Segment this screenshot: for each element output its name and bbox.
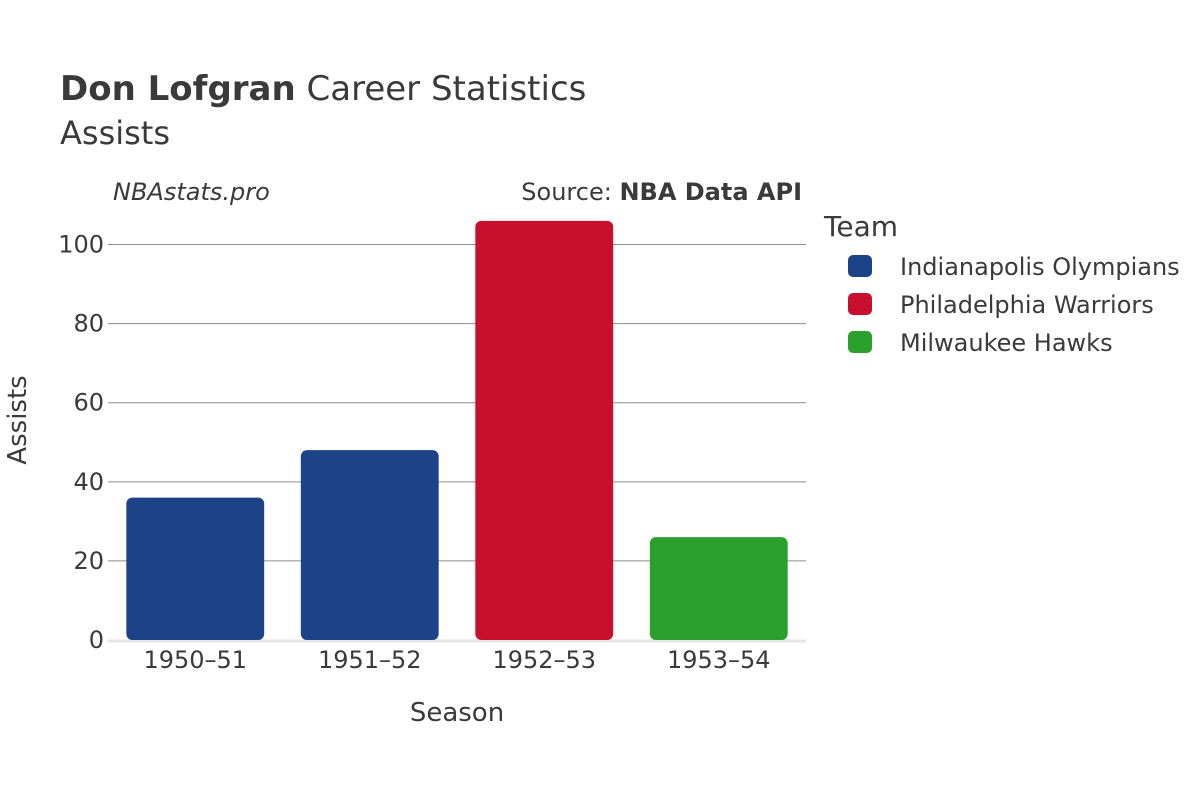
x-tick-label: 1953–54 (667, 646, 771, 674)
y-axis-label: Assists (3, 375, 33, 464)
legend-label: Philadelphia Warriors (900, 291, 1154, 319)
y-tick-labels: 0 20 40 60 80 100 (58, 231, 104, 654)
bar-4 (649, 537, 788, 640)
title-rest: Career Statistics (307, 69, 587, 109)
watermark: NBAstats.pro (113, 178, 270, 206)
legend-label: Indianapolis Olympians (900, 253, 1180, 281)
chart-title: Don Lofgran Career Statistics (60, 69, 586, 109)
legend-swatch (848, 293, 872, 315)
bars (126, 220, 788, 640)
y-tick-label: 100 (58, 231, 104, 259)
chart-subtitle: Assists (60, 114, 170, 152)
bar-2 (300, 450, 439, 640)
x-tick-label: 1952–53 (492, 646, 596, 674)
y-tick-label: 60 (73, 389, 104, 417)
bar-1 (126, 497, 265, 640)
bar-3 (475, 220, 614, 640)
title-player: Don Lofgran (60, 69, 296, 109)
x-tick-labels: 1950–51 1951–52 1952–53 1953–54 (143, 646, 770, 674)
legend-swatch (848, 255, 872, 277)
x-tick-label: 1950–51 (143, 646, 247, 674)
source-label: Source: NBA Data API (521, 178, 802, 206)
source-name: NBA Data API (619, 178, 802, 206)
y-tick-label: 20 (73, 547, 104, 575)
legend-swatch (848, 331, 872, 353)
legend-title: Team (823, 210, 898, 243)
source-prefix: Source: (521, 178, 619, 206)
legend: Indianapolis Olympians Philadelphia Warri… (848, 253, 1180, 357)
legend-label: Milwaukee Hawks (900, 329, 1113, 357)
grid-lines (108, 244, 806, 643)
title-space (296, 69, 307, 109)
y-tick-label: 0 (89, 626, 104, 654)
x-tick-label: 1951–52 (318, 646, 422, 674)
y-tick-label: 40 (73, 468, 104, 496)
x-axis-label: Season (410, 698, 504, 728)
y-tick-label: 80 (73, 310, 104, 338)
